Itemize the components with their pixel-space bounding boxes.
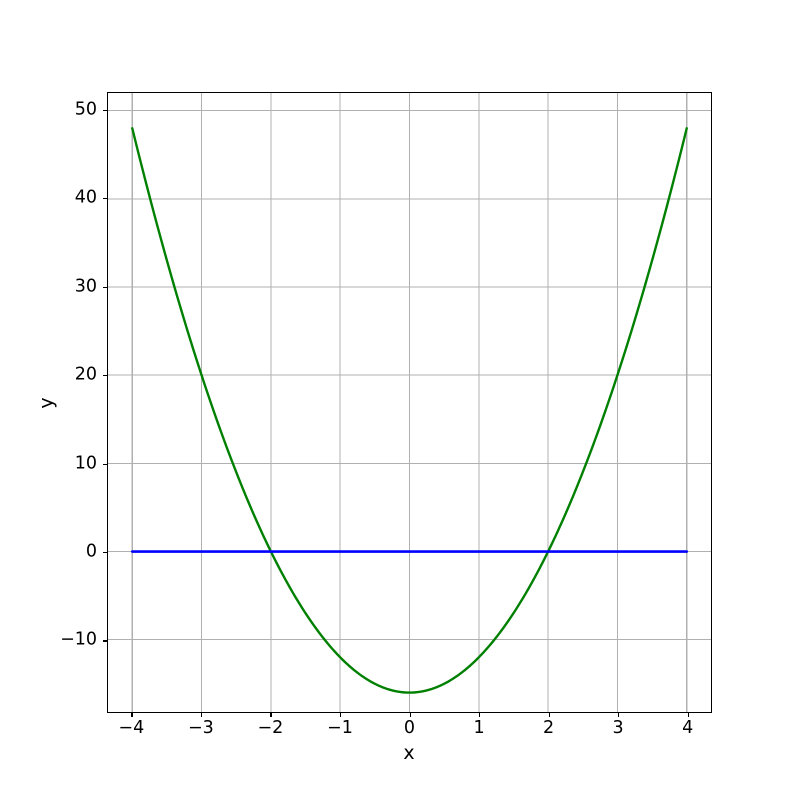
- y-tick-mark: [103, 552, 107, 554]
- x-tick-label: −2: [257, 718, 284, 738]
- y-tick-label: 40: [74, 187, 97, 208]
- x-tick-label: 0: [403, 718, 416, 738]
- y-tick-label: −10: [60, 629, 97, 650]
- x-tick-mark: [270, 713, 272, 717]
- x-tick-label: 4: [682, 718, 694, 738]
- x-tick-label: −3: [187, 718, 214, 738]
- x-tick-label: −1: [327, 718, 353, 738]
- x-tick-mark: [200, 713, 203, 717]
- y-tick-label: 0: [85, 541, 97, 562]
- y-tick-mark: [103, 286, 107, 288]
- plot-area: [107, 92, 712, 713]
- y-tick-mark: [103, 109, 107, 111]
- x-tick-label: −4: [118, 718, 145, 738]
- y-tick-mark: [103, 463, 107, 465]
- x-axis-label: x: [403, 742, 415, 764]
- x-tick-mark: [479, 713, 481, 717]
- x-tick-mark: [409, 713, 411, 717]
- y-tick-mark: [103, 198, 107, 200]
- y-axis-label: y: [35, 397, 58, 409]
- data-layer: [130, 127, 689, 694]
- y-tick-mark: [103, 640, 107, 642]
- x-tick-label: 1: [473, 718, 485, 738]
- x-tick-mark: [339, 713, 342, 717]
- y-tick-label: 20: [74, 364, 97, 385]
- y-tick-label: 10: [74, 452, 97, 473]
- x-tick-mark: [131, 713, 133, 717]
- y-tick-label: 30: [74, 275, 97, 296]
- x-tick-mark: [687, 713, 689, 717]
- y-tick-mark: [103, 375, 107, 377]
- x-tick-mark: [548, 713, 550, 717]
- y-tick-label: 50: [74, 98, 97, 119]
- x-tick-label: 2: [543, 718, 555, 738]
- x-tick-mark: [618, 713, 620, 717]
- series-parabola: [131, 127, 688, 694]
- x-tick-label: 3: [612, 718, 624, 738]
